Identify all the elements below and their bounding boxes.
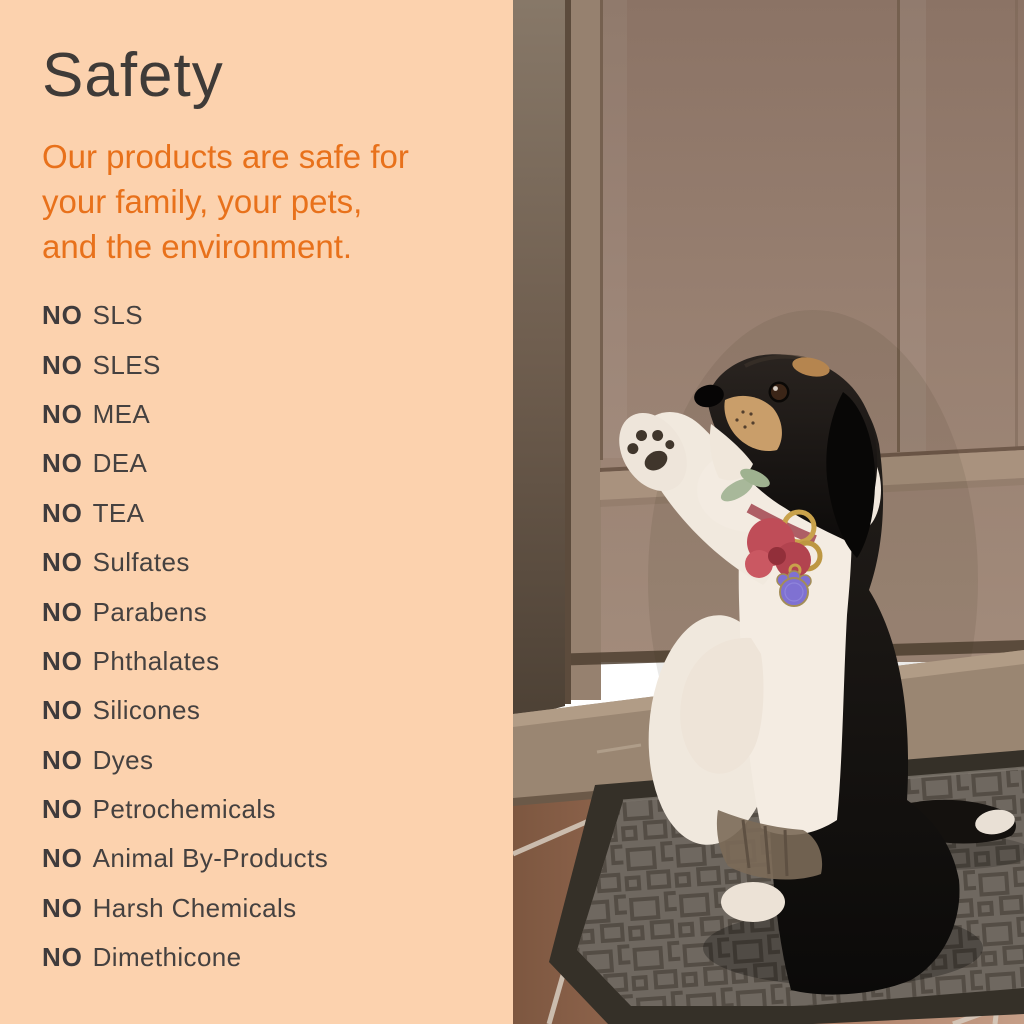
dog-tan-brow xyxy=(792,357,830,377)
dog-whisker-dots xyxy=(735,410,755,429)
no-prefix: NO xyxy=(42,300,83,331)
list-item: NO Animal By-Products xyxy=(42,834,328,883)
dog-leg-fringe xyxy=(716,810,823,880)
no-prefix: NO xyxy=(42,547,83,578)
no-prefix: NO xyxy=(42,942,83,973)
claim-label: SLS xyxy=(92,300,143,331)
no-prefix: NO xyxy=(42,794,83,825)
id-tag xyxy=(776,563,812,607)
page-title: Safety xyxy=(42,41,224,110)
no-prefix: NO xyxy=(42,596,83,627)
list-item: NO TEA xyxy=(42,489,328,538)
claim-label: Petrochemicals xyxy=(92,794,276,825)
no-prefix: NO xyxy=(42,695,83,726)
list-item: NO SLS xyxy=(42,291,328,340)
list-item: NO Sulfates xyxy=(42,538,328,587)
claim-label: Harsh Chemicals xyxy=(92,892,297,923)
collar-leaf xyxy=(720,478,754,502)
no-prefix: NO xyxy=(42,645,83,676)
list-item: NO Silicones xyxy=(42,686,328,735)
subtitle: Our products are safe for your family, y… xyxy=(42,138,409,265)
claim-label: Parabens xyxy=(92,596,208,627)
claim-label: SLES xyxy=(92,349,161,380)
list-item: NO Dyes xyxy=(42,736,328,785)
list-item: NO Harsh Chemicals xyxy=(42,884,328,933)
claim-label: DEA xyxy=(92,448,148,479)
claim-label: MEA xyxy=(92,398,151,429)
no-prefix: NO xyxy=(42,892,83,923)
no-prefix: NO xyxy=(42,448,83,479)
list-item: NO Phthalates xyxy=(42,637,328,686)
list-item: NO Parabens xyxy=(42,587,328,636)
claim-label: Sulfates xyxy=(92,547,190,578)
dog-head xyxy=(694,354,878,558)
no-prefix: NO xyxy=(42,744,83,775)
collar-leaf xyxy=(740,468,770,488)
no-claims-list: NO SLS NO SLES NO MEA NO DEA NO TEA NO Sulfate… xyxy=(42,291,328,982)
dog-photo xyxy=(513,0,1024,1024)
dog-front-paw xyxy=(721,882,785,922)
list-item: NO MEA xyxy=(42,390,328,439)
dog-nose xyxy=(694,384,724,408)
claim-label: Dimethicone xyxy=(92,942,242,973)
dog-collar xyxy=(720,468,823,607)
dog-white-chin xyxy=(709,424,753,481)
dog xyxy=(619,354,1024,995)
claim-label: Phthalates xyxy=(92,645,220,676)
dog-ear xyxy=(826,392,876,558)
collar-flower xyxy=(745,518,811,578)
dog-bent-leg xyxy=(680,637,764,774)
text-panel: Safety Our products are safe for your fa… xyxy=(0,0,513,1024)
no-prefix: NO xyxy=(42,349,83,380)
claim-label: Animal By-Products xyxy=(92,843,329,874)
claim-label: TEA xyxy=(92,497,145,528)
no-prefix: NO xyxy=(42,398,83,429)
list-item: NO Petrochemicals xyxy=(42,785,328,834)
no-prefix: NO xyxy=(42,843,83,874)
list-item: NO DEA xyxy=(42,439,328,488)
claim-label: Dyes xyxy=(92,744,154,775)
list-item: NO Dimethicone xyxy=(42,933,328,982)
no-prefix: NO xyxy=(42,497,83,528)
dog-eye xyxy=(768,381,790,403)
list-item: NO SLES xyxy=(42,340,328,389)
claim-label: Silicones xyxy=(92,695,201,726)
